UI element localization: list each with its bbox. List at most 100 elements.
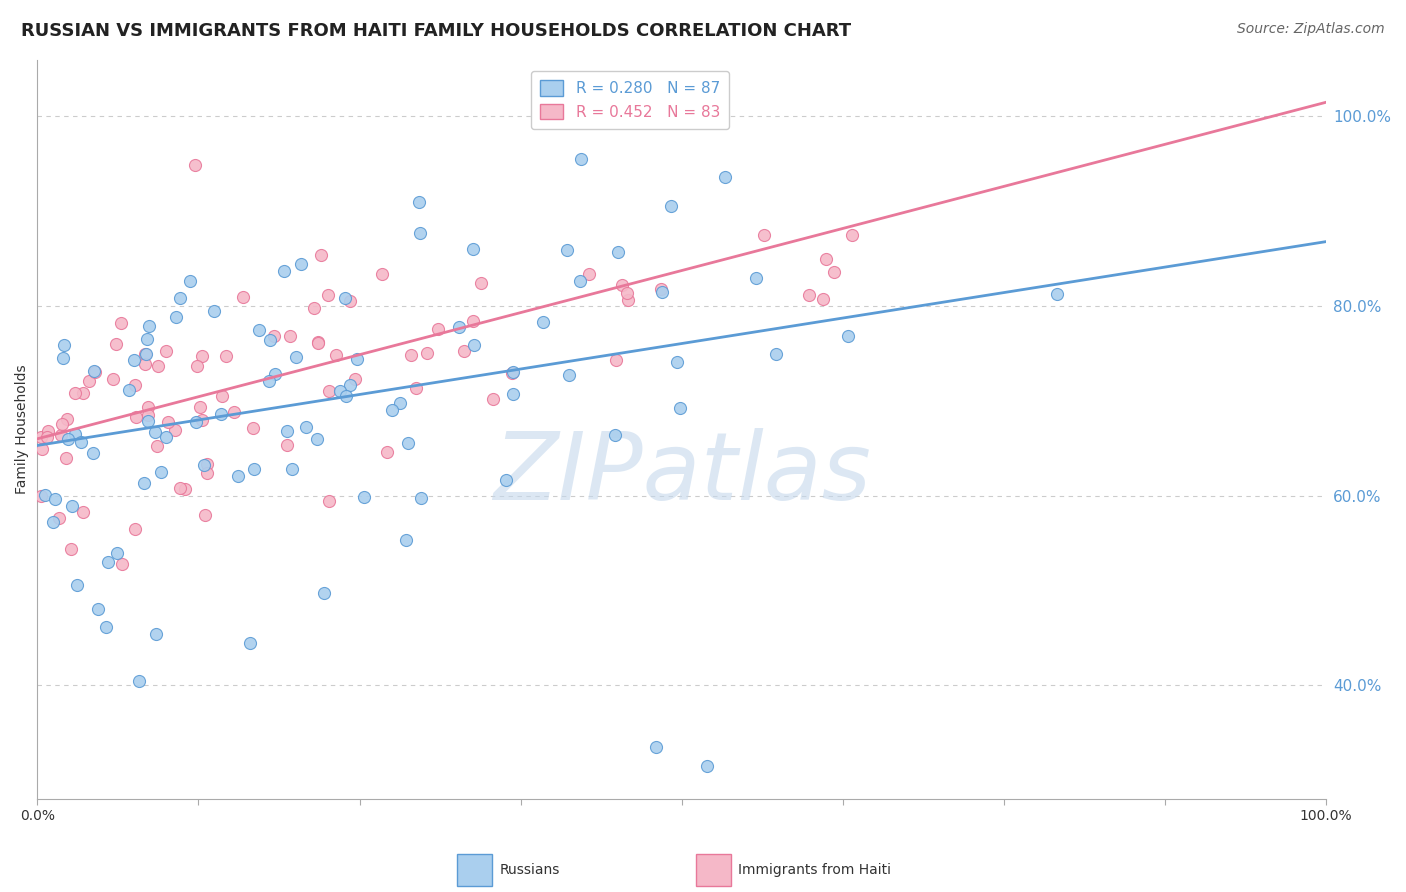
Point — [284, 350, 307, 364]
Point — [276, 438, 298, 452]
Point — [190, 400, 212, 414]
Point — [31, 442, 53, 457]
Point — [280, 462, 302, 476]
Point — [841, 228, 863, 243]
Point — [1046, 286, 1069, 301]
Point — [405, 382, 427, 396]
Point — [82, 446, 104, 460]
Text: Russians: Russians — [499, 863, 560, 877]
Point — [211, 389, 233, 403]
Point — [111, 557, 134, 571]
Point — [134, 476, 156, 491]
Point — [169, 291, 191, 305]
Point — [194, 508, 217, 523]
Point — [411, 491, 433, 505]
Point — [156, 415, 179, 429]
Text: RUSSIAN VS IMMIGRANTS FROM HAITI FAMILY HOUSEHOLDS CORRELATION CHART: RUSSIAN VS IMMIGRANTS FROM HAITI FAMILY … — [21, 22, 851, 40]
Point — [278, 329, 301, 343]
Point — [105, 546, 128, 560]
Point — [56, 432, 79, 446]
Point — [837, 329, 859, 343]
Point — [259, 333, 281, 347]
Point — [381, 402, 404, 417]
Point — [134, 347, 156, 361]
Point — [145, 439, 167, 453]
Point — [263, 329, 285, 343]
Point — [427, 322, 450, 336]
Point — [399, 348, 422, 362]
Point — [60, 542, 83, 557]
Point — [714, 170, 737, 185]
Point — [60, 499, 83, 513]
Point — [650, 282, 672, 296]
Point — [346, 351, 368, 366]
Point — [470, 277, 492, 291]
Point — [184, 158, 207, 172]
Point — [395, 533, 418, 547]
Point — [645, 739, 668, 754]
Point — [482, 392, 505, 407]
Point — [375, 445, 398, 459]
Point — [190, 413, 212, 427]
Point — [124, 522, 146, 536]
Point — [605, 353, 627, 368]
Point — [607, 244, 630, 259]
Point — [616, 285, 638, 300]
Point — [41, 515, 63, 529]
Point — [353, 491, 375, 505]
Point — [63, 426, 86, 441]
Point — [259, 374, 281, 388]
Point — [314, 585, 336, 599]
Point — [311, 248, 333, 262]
Point — [264, 367, 287, 381]
Point — [51, 417, 73, 431]
Point — [308, 334, 330, 349]
Point — [190, 349, 212, 363]
Point — [77, 374, 100, 388]
Point — [823, 264, 845, 278]
Point — [155, 344, 177, 359]
Point — [35, 430, 58, 444]
Point — [97, 555, 120, 569]
Point — [305, 432, 328, 446]
Point — [659, 199, 682, 213]
Point — [96, 620, 118, 634]
Point — [174, 483, 197, 497]
Point — [34, 488, 56, 502]
Point — [72, 385, 94, 400]
Point — [124, 409, 146, 424]
Point — [666, 355, 689, 369]
Point — [169, 481, 191, 495]
Point — [557, 368, 579, 383]
Point — [83, 363, 105, 377]
Point — [329, 384, 352, 398]
Point — [388, 395, 411, 409]
Point — [242, 421, 264, 435]
Point — [195, 457, 218, 471]
Point — [502, 387, 524, 401]
Point — [276, 424, 298, 438]
Point — [30, 430, 52, 444]
Point — [136, 409, 159, 423]
Point — [242, 461, 264, 475]
Text: ZIPatlas: ZIPatlas — [492, 428, 870, 519]
Text: Immigrants from Haiti: Immigrants from Haiti — [738, 863, 891, 877]
Point — [52, 351, 75, 366]
Point — [165, 310, 187, 325]
Point — [214, 349, 236, 363]
Point — [232, 290, 254, 304]
Point — [290, 257, 312, 271]
Point — [70, 434, 93, 449]
Point — [318, 494, 340, 508]
Point — [138, 414, 160, 428]
Point — [495, 473, 517, 487]
Point — [603, 427, 626, 442]
Point — [578, 267, 600, 281]
Point — [37, 424, 59, 438]
Point — [143, 425, 166, 440]
Point — [396, 436, 419, 450]
Point — [447, 320, 470, 334]
Point — [318, 384, 340, 398]
Point — [87, 602, 110, 616]
Point — [797, 288, 820, 302]
